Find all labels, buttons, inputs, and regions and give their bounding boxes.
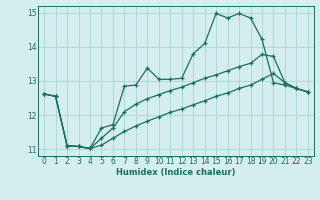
X-axis label: Humidex (Indice chaleur): Humidex (Indice chaleur) bbox=[116, 168, 236, 177]
